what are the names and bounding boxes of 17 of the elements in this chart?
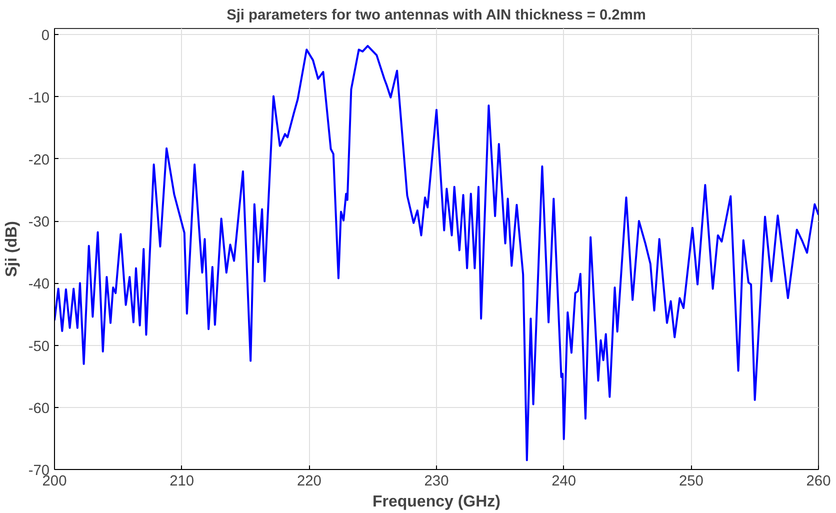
y-tick-label: -50	[28, 338, 50, 355]
x-tick-label: 210	[170, 474, 194, 490]
y-tick-label: -60	[28, 400, 50, 417]
x-tick-label: 230	[424, 474, 449, 490]
x-tick-label: 240	[552, 474, 576, 490]
y-tick-label: -20	[28, 152, 50, 168]
x-axis-title: Frequency (GHz)	[372, 494, 501, 510]
y-tick-label: -10	[28, 90, 50, 106]
x-tick-label: 220	[296, 474, 322, 490]
y-axis-title: Sji (dB)	[3, 220, 20, 277]
x-tick-label: 250	[678, 474, 704, 490]
y-tick-label: -40	[28, 276, 50, 293]
chart-title: Sji parameters for two antennas with AIN thickness = 0.2mm	[226, 8, 646, 24]
x-tick-label: 260	[806, 474, 831, 490]
y-tick-label: 0	[41, 28, 50, 44]
line-series	[54, 44, 818, 462]
y-tick-label: -30	[28, 214, 50, 231]
